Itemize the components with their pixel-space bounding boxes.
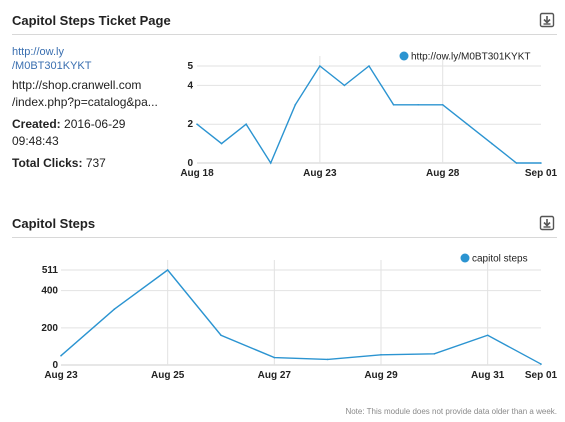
x-tick-label: Aug 23 [44, 370, 78, 381]
data-point [515, 162, 518, 164]
link-info: http://ow.ly /M0BT301KYKT http://shop.cr… [12, 45, 172, 172]
data-point [486, 334, 489, 337]
data-point [166, 269, 169, 271]
long-url-line2: /index.php?p=catalog&pa... [12, 95, 158, 109]
clicks-label: Total Clicks: [12, 156, 83, 170]
clicks-chart: 0 2 4 5 Aug 18 Aug 23 Aug 28 Sep 01 http://ow.ly… [180, 51, 558, 179]
data-point [433, 353, 436, 355]
legend-label: http://ow.ly/M0BT301KYKT [411, 52, 531, 63]
x-tick-label: Aug 28 [426, 168, 460, 179]
series-line [60, 269, 542, 365]
data-point [343, 84, 346, 87]
short-link[interactable]: http://ow.ly /M0BT301KYKT [12, 45, 172, 73]
data-point [540, 363, 542, 365]
long-url: http://shop.cranwell.com /index.php?p=ca… [12, 77, 172, 111]
data-point [368, 65, 370, 67]
download-icon[interactable] [539, 215, 555, 231]
y-tick-label: 511 [42, 265, 59, 276]
data-point [540, 162, 542, 164]
panel-header-ticket-page: Capitol Steps Ticket Page [12, 12, 557, 35]
data-point [60, 354, 62, 357]
y-tick-label: 400 [41, 286, 58, 297]
data-point [491, 142, 493, 145]
y-tick-label: 200 [41, 323, 58, 334]
data-point [113, 308, 116, 311]
y-tick-label: 2 [187, 119, 193, 130]
y-tick-label: 0 [187, 158, 193, 169]
panel-title: Capitol Steps [12, 216, 96, 231]
panel-title: Capitol Steps Ticket Page [12, 13, 171, 28]
data-point [196, 123, 198, 125]
long-url-line1: http://shop.cranwell.com [12, 78, 142, 92]
data-point [294, 104, 297, 106]
data-point [220, 142, 223, 145]
data-point [466, 123, 469, 125]
data-point [441, 104, 444, 106]
x-tick-label: Aug 23 [303, 168, 337, 179]
legend-label: capitol steps [472, 254, 528, 265]
data-point [319, 65, 321, 67]
data-point [380, 353, 382, 356]
created-time: 09:48:43 [12, 134, 59, 148]
data-point [326, 358, 329, 361]
data-point [269, 162, 272, 164]
clicks-info: Total Clicks: 737 [12, 155, 172, 172]
clicks-value: 737 [85, 156, 106, 170]
created-label: Created: [12, 117, 61, 131]
legend-marker [460, 253, 470, 263]
short-link-line2: /M0BT301KYKT [12, 60, 92, 72]
x-tick-label: Aug 27 [258, 370, 292, 381]
y-tick-label: 0 [52, 360, 58, 371]
data-point [273, 356, 276, 359]
data-point [417, 104, 419, 106]
data-point [220, 334, 222, 337]
y-tick-label: 5 [187, 61, 193, 72]
x-tick-label: Aug 29 [364, 370, 398, 381]
x-tick-label: Aug 18 [180, 168, 214, 179]
x-tick-label: Sep 01 [525, 168, 558, 179]
x-tick-label: Aug 31 [471, 370, 505, 381]
data-point [392, 104, 395, 106]
created-date: 2016-06-29 [64, 117, 126, 131]
download-icon[interactable] [539, 12, 555, 28]
short-link-line1: http://ow.ly [12, 46, 64, 58]
data-note: Note: This module does not provide data … [345, 407, 557, 416]
panel-header-capitol-steps: Capitol Steps [12, 215, 557, 238]
x-tick-label: Sep 01 [525, 370, 558, 381]
data-point [245, 123, 247, 125]
created-info: Created: 2016-06-29 09:48:43 [12, 116, 172, 150]
y-tick-label: 4 [187, 80, 193, 91]
x-tick-label: Aug 25 [151, 370, 185, 381]
legend-marker [399, 51, 409, 61]
